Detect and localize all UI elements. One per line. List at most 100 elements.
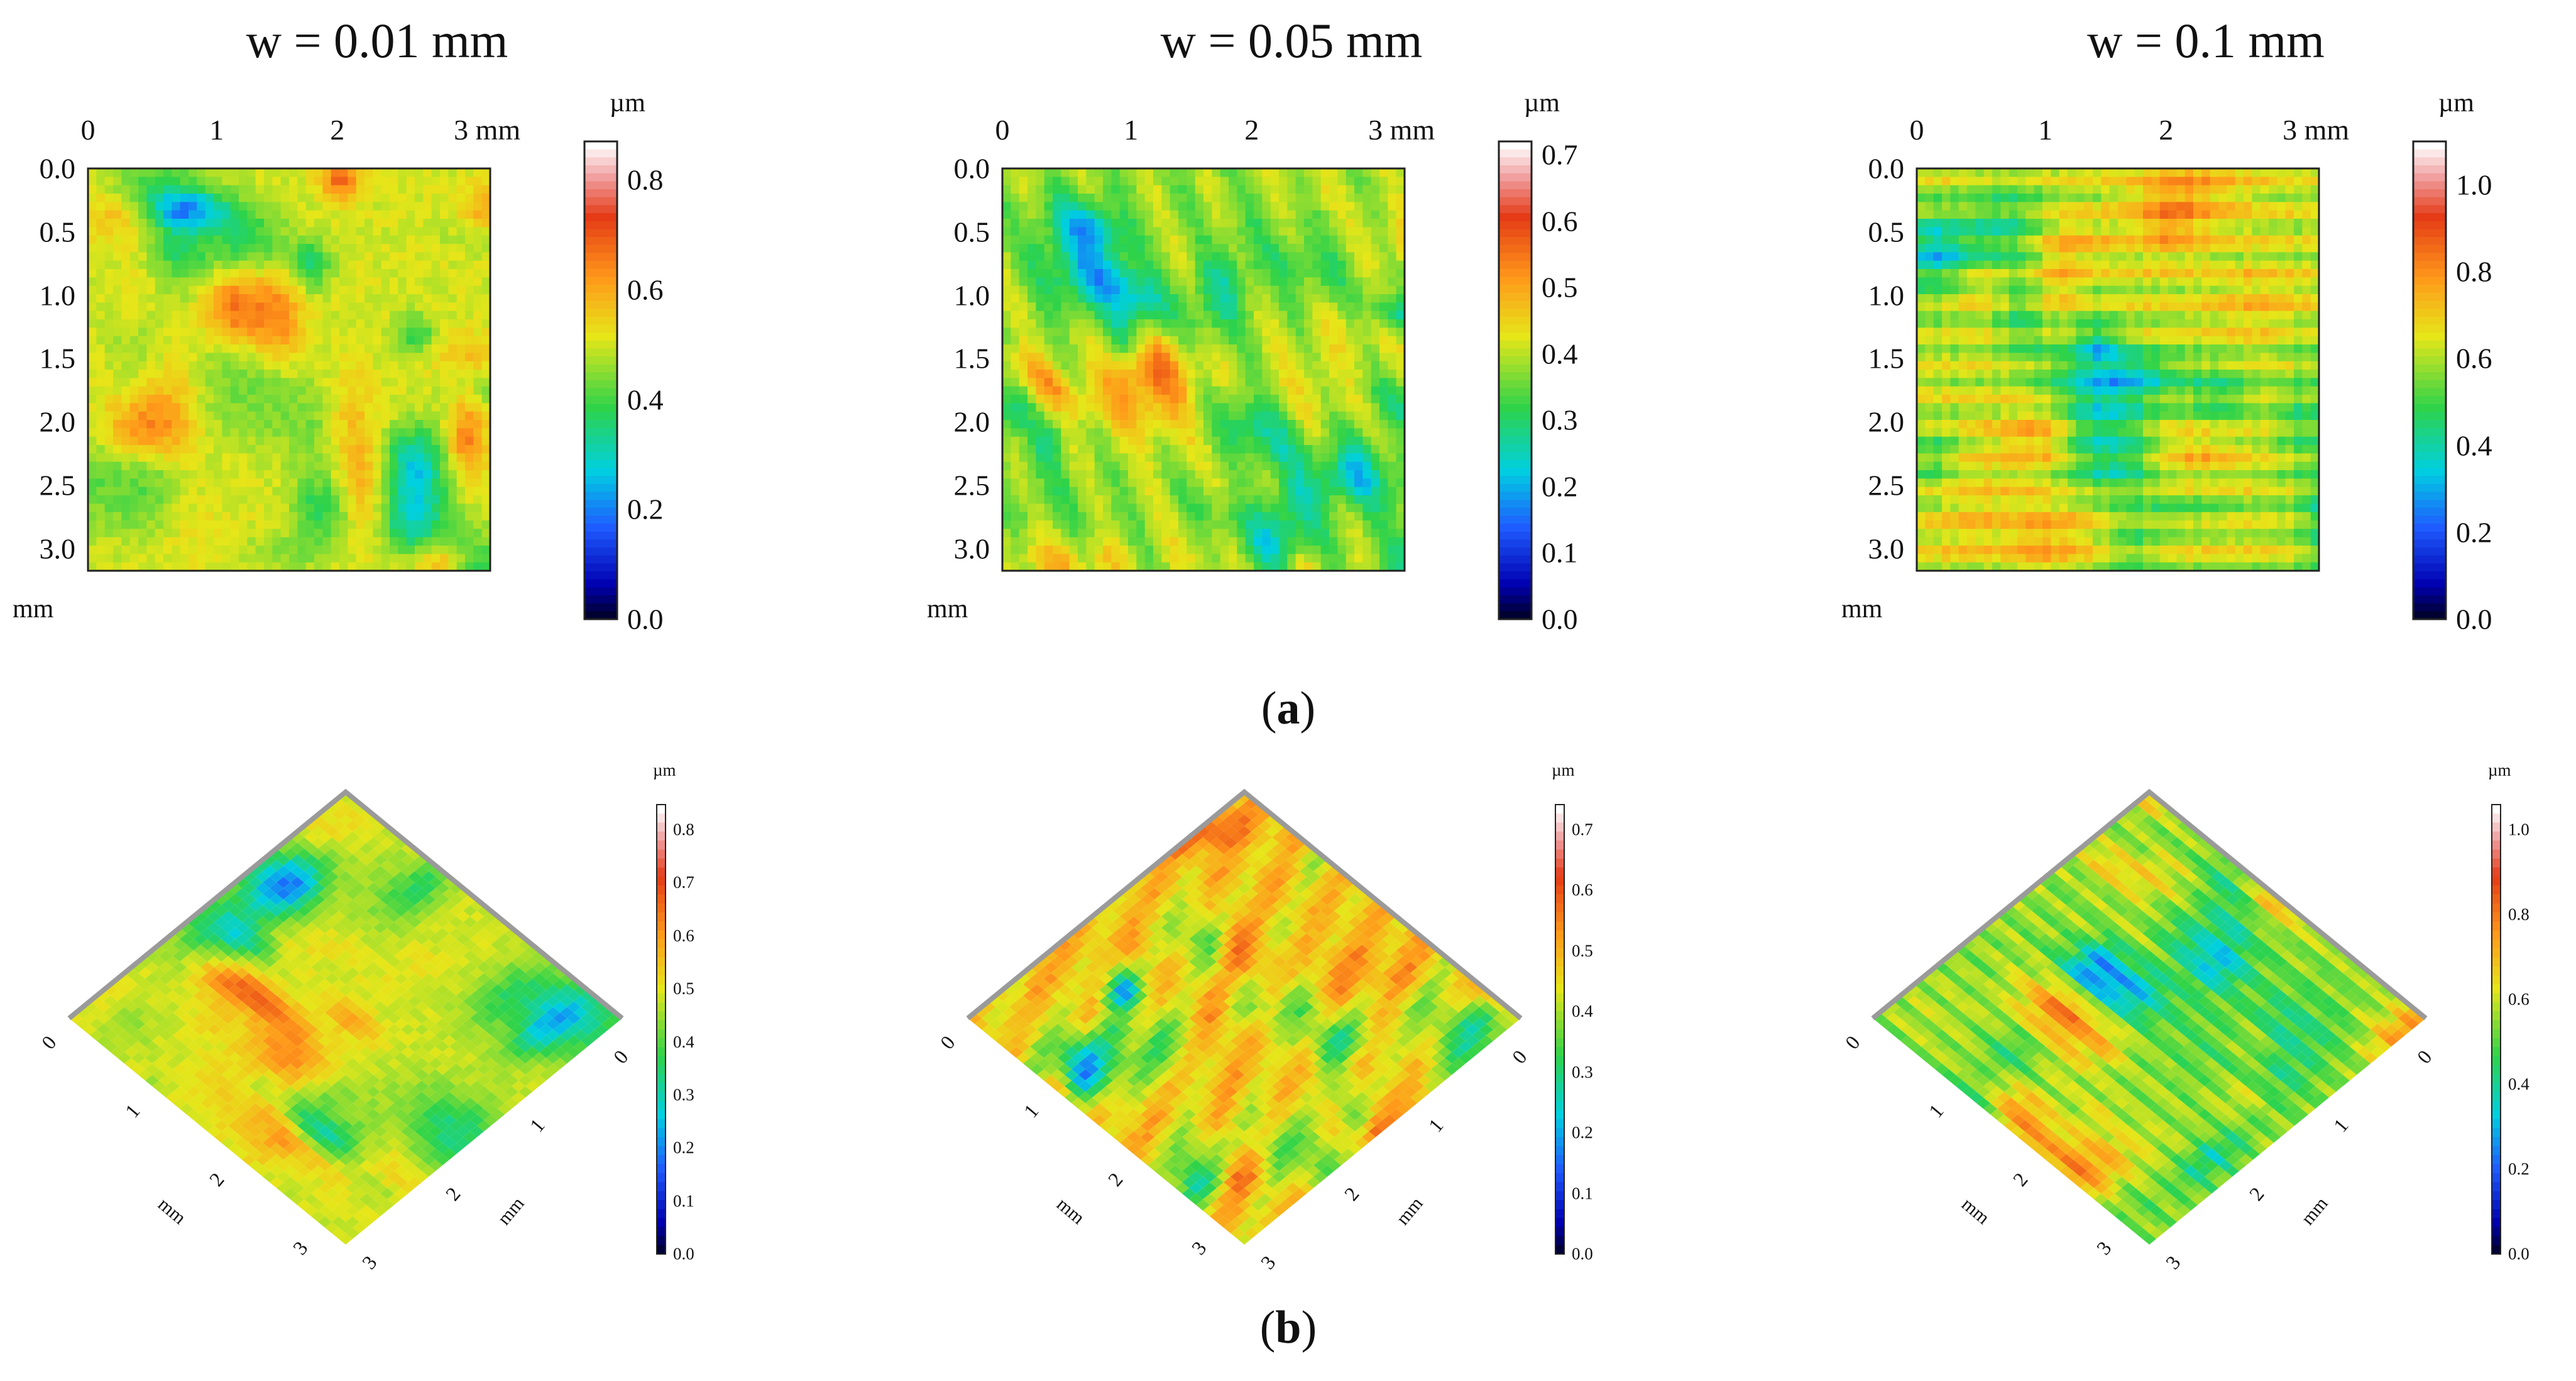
height-cell — [1153, 244, 1162, 253]
height-cell — [1136, 269, 1146, 278]
height-cell — [1128, 269, 1137, 278]
height-cell — [214, 294, 222, 303]
height-cell — [1011, 219, 1020, 228]
height-cell — [1178, 453, 1187, 463]
height-cell — [1329, 436, 1338, 446]
height-cell — [272, 411, 282, 421]
height-cell — [1379, 361, 1388, 370]
height-cell — [247, 269, 256, 278]
height-cell — [1245, 361, 1254, 370]
height-cell — [448, 512, 458, 521]
height-cell — [415, 546, 424, 554]
height-cell — [406, 428, 415, 437]
colorbar-segment — [1499, 324, 1532, 333]
height-cell — [1254, 194, 1263, 202]
height-cell — [1295, 210, 1305, 219]
height-cell — [1094, 302, 1104, 312]
height-cell — [104, 487, 114, 496]
height-cell — [1144, 487, 1154, 496]
height-cell — [1103, 411, 1112, 421]
height-cell — [348, 252, 357, 261]
height-cell — [255, 327, 265, 337]
height-cell — [473, 470, 483, 479]
height-cell — [88, 445, 97, 454]
height-cell — [1053, 327, 1061, 337]
height-cell — [172, 529, 181, 538]
height-cell — [1053, 235, 1061, 245]
height-cell — [1212, 529, 1221, 538]
height-cell — [121, 461, 131, 471]
height-cell — [431, 436, 441, 446]
height-cell — [2244, 168, 2252, 177]
height-cell — [1270, 554, 1280, 563]
height-cell — [423, 487, 432, 496]
colorbar-segment — [1499, 285, 1532, 294]
height-cell — [155, 562, 164, 571]
height-cell — [1161, 546, 1171, 554]
height-cell — [381, 403, 390, 412]
height-cell — [456, 277, 466, 287]
height-cell — [1011, 554, 1020, 563]
height-cell — [465, 428, 474, 437]
height-cell — [1362, 227, 1372, 236]
height-cell — [1061, 260, 1070, 270]
height-cell — [473, 353, 483, 362]
height-cell — [146, 512, 156, 521]
height-cell — [1337, 546, 1347, 554]
height-cell — [390, 487, 398, 496]
height-cell — [1002, 411, 1011, 421]
height-cell — [1119, 344, 1129, 353]
height-cell — [1254, 311, 1263, 320]
height-cell — [423, 395, 432, 404]
height-cell — [1262, 512, 1271, 521]
height-cell — [1111, 546, 1121, 554]
height-cell — [1153, 202, 1162, 211]
height-cell — [381, 277, 390, 287]
height-cell — [1195, 478, 1204, 488]
height-cell — [1279, 327, 1288, 337]
height-cell — [406, 285, 415, 295]
height-cell — [356, 285, 365, 295]
height-cell — [289, 319, 298, 328]
height-cell — [2227, 177, 2236, 186]
height-cell — [423, 529, 432, 538]
height-cell — [1195, 428, 1204, 437]
height-cell — [104, 436, 114, 446]
height-cell — [1975, 177, 1985, 186]
height-cell — [356, 344, 365, 353]
height-cell — [331, 428, 340, 437]
height-cell — [1346, 361, 1355, 370]
height-cell — [214, 562, 222, 571]
height-cell — [305, 395, 315, 404]
height-cell — [1036, 453, 1045, 463]
height-cell — [1262, 344, 1271, 353]
height-cell — [406, 420, 415, 429]
height-cell — [1178, 495, 1187, 504]
height-cell — [1337, 403, 1347, 412]
height-cell — [423, 185, 432, 194]
height-cell — [1136, 487, 1146, 496]
height-cell — [146, 269, 156, 278]
height-cell — [1203, 395, 1212, 404]
height-cell — [2059, 194, 2068, 202]
height-cell — [280, 453, 290, 463]
height-cell — [1161, 269, 1171, 278]
height-cell — [121, 168, 131, 177]
height-cell — [247, 503, 256, 513]
height-cell — [1036, 361, 1045, 370]
height-cell — [230, 453, 239, 463]
height-cell — [465, 386, 474, 395]
height-cell — [1053, 336, 1061, 345]
height-cell — [1320, 227, 1330, 236]
height-cell — [1086, 428, 1095, 437]
height-cell — [1295, 168, 1305, 177]
height-cell — [1053, 395, 1061, 404]
height-cell — [1379, 285, 1388, 295]
height-cell — [1178, 470, 1187, 479]
height-cell — [96, 294, 106, 303]
height-cell — [1119, 520, 1129, 529]
height-cell — [314, 445, 323, 454]
height-cell — [1187, 227, 1196, 236]
height-cell — [1002, 370, 1011, 378]
height-cell — [1270, 277, 1280, 287]
